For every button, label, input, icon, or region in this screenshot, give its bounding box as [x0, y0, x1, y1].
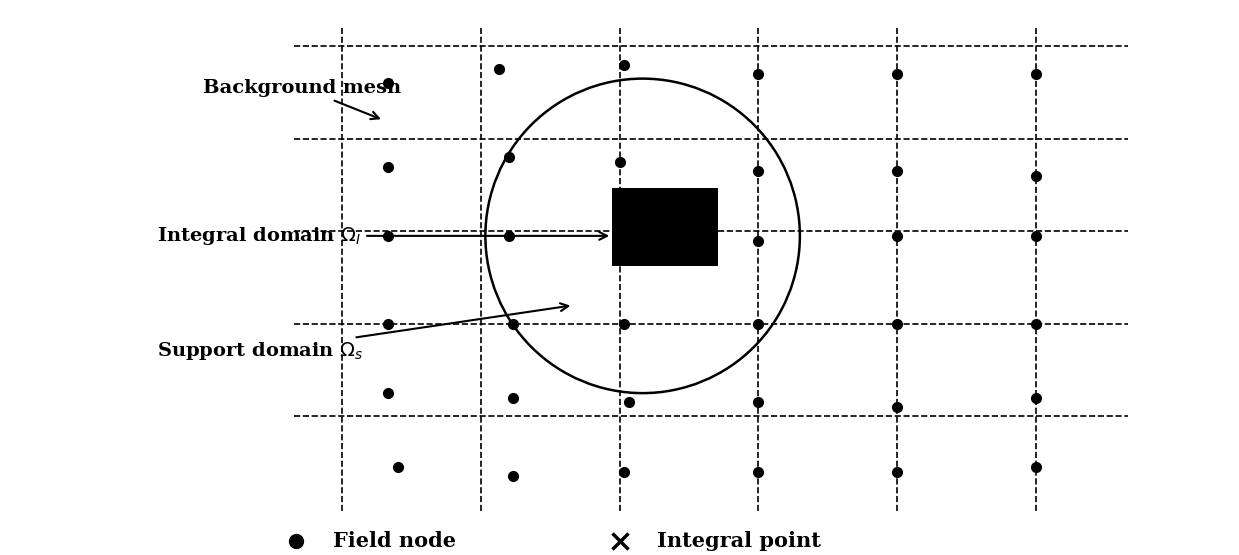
Text: Integral point: Integral point — [657, 531, 820, 551]
Text: Field node: Field node — [333, 531, 456, 551]
Text: Support domain $\Omega_s$: Support domain $\Omega_s$ — [157, 303, 569, 362]
Bar — [612, 188, 719, 266]
Text: Background mesh: Background mesh — [203, 79, 401, 119]
Text: Integral domain $\Omega_I$: Integral domain $\Omega_I$ — [157, 225, 607, 247]
